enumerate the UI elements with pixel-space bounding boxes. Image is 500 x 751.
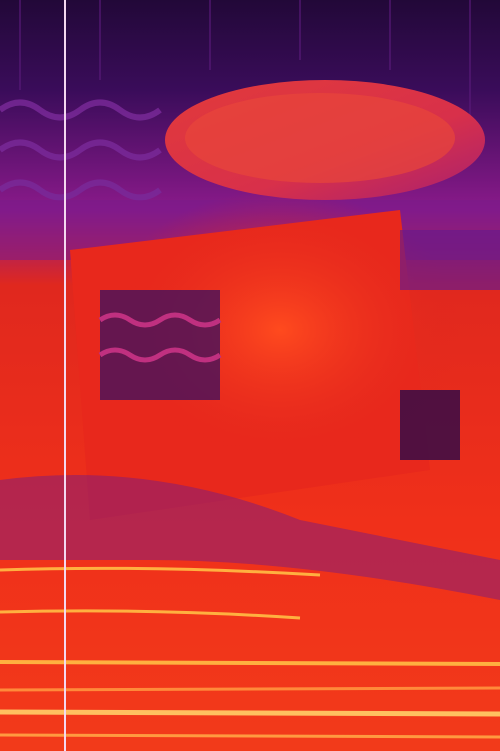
top-streaks [19, 0, 471, 120]
wavy-lines [0, 99, 162, 201]
lower-shadow [0, 475, 500, 600]
dark-patch [98, 230, 500, 460]
bright-streaks [0, 566, 500, 739]
drum-top-inner [185, 93, 455, 183]
